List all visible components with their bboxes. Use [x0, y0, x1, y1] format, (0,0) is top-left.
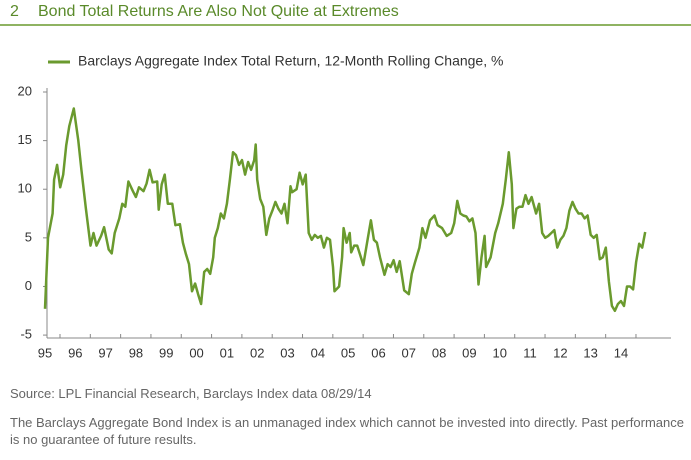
x-tick-label: 11	[523, 345, 537, 360]
chart: 2 Bond Total Returns Are Also Not Quite …	[0, 3, 691, 360]
x-tick-label: 02	[250, 345, 264, 360]
source: Source: LPL Financial Research, Barclays…	[10, 386, 372, 401]
y-tick-label: 5	[25, 229, 32, 244]
x-tick-label: 09	[462, 345, 476, 360]
x-tick-label: 08	[432, 345, 446, 360]
x-tick-label: 01	[220, 345, 234, 360]
x-tick-label: 03	[280, 345, 294, 360]
x-tick-label: 95	[38, 345, 52, 360]
x-tick-label: 07	[402, 345, 416, 360]
x-tick-label: 14	[614, 345, 628, 360]
y-tick-label: 10	[18, 181, 32, 196]
figure-number: 2	[10, 3, 19, 20]
y-tick-label: -5	[20, 327, 32, 342]
disclaimer: The Barclays Aggregate Bond Index is an …	[10, 415, 684, 447]
x-tick-label: 00	[189, 345, 203, 360]
chart-title: Bond Total Returns Are Also Not Quite at…	[38, 3, 399, 20]
x-tick-label: 13	[583, 345, 597, 360]
y-tick-label: 20	[18, 83, 32, 98]
x-tick-label: 99	[159, 345, 173, 360]
x-tick-label: 04	[311, 345, 325, 360]
x-tick-label: 06	[371, 345, 385, 360]
x-tick-label: 96	[68, 345, 82, 360]
x-tick-label: 05	[341, 345, 355, 360]
x-tick-label: 10	[492, 345, 506, 360]
x-tick-label: 98	[129, 345, 143, 360]
x-tick-label: 12	[553, 345, 567, 360]
x-tick-label: 97	[98, 345, 112, 360]
y-tick-label: 0	[25, 278, 32, 293]
y-tick-label: 15	[18, 132, 32, 147]
series-line	[43, 107, 647, 313]
legend-label: Barclays Aggregate Index Total Return, 1…	[78, 53, 503, 69]
